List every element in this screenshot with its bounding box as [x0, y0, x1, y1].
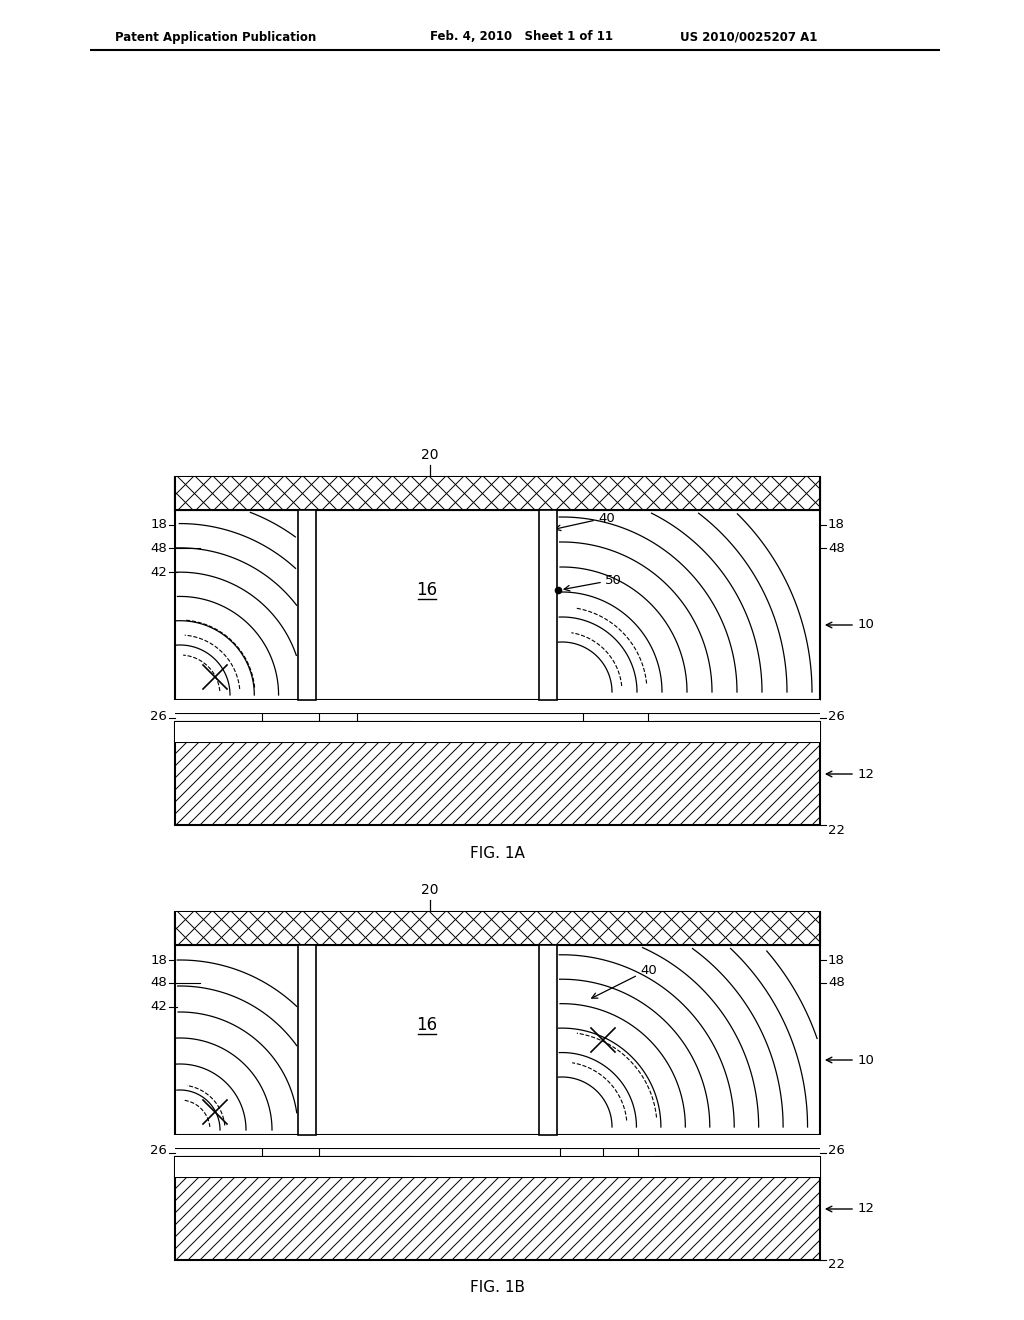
Bar [539, 945, 557, 1135]
Text: 32: 32 [552, 1164, 568, 1177]
Text: 24: 24 [488, 725, 506, 739]
Text: 22: 22 [828, 824, 845, 837]
Bar [175, 1158, 410, 1177]
Text: 42: 42 [151, 1001, 167, 1014]
Bar [298, 945, 316, 1135]
Bar [175, 912, 820, 945]
Bar [655, 1158, 820, 1177]
Bar [655, 722, 820, 742]
Bar [539, 510, 557, 700]
Text: 16: 16 [417, 1016, 437, 1034]
Text: 18: 18 [151, 953, 167, 966]
Bar [175, 1135, 820, 1148]
Text: 14: 14 [630, 1164, 646, 1177]
Text: 26: 26 [828, 710, 845, 722]
Text: 20: 20 [421, 447, 438, 462]
Bar [175, 722, 820, 742]
Text: 18: 18 [828, 953, 845, 966]
Text: 12: 12 [858, 1203, 874, 1216]
Text: Feb. 4, 2010   Sheet 1 of 11: Feb. 4, 2010 Sheet 1 of 11 [430, 30, 613, 44]
Text: 10: 10 [858, 619, 874, 631]
Text: 26: 26 [151, 710, 167, 722]
Text: 14: 14 [348, 729, 366, 742]
Text: 48: 48 [828, 977, 845, 990]
Text: 12: 12 [858, 767, 874, 780]
Text: 24: 24 [488, 1160, 506, 1173]
Bar [175, 510, 820, 700]
Bar [298, 510, 316, 700]
Text: 48: 48 [828, 541, 845, 554]
Bar [175, 700, 820, 713]
Text: 48: 48 [151, 541, 167, 554]
Text: 30: 30 [254, 1164, 270, 1177]
Bar [175, 477, 820, 510]
Text: 36: 36 [310, 1164, 328, 1177]
Text: 30: 30 [254, 729, 270, 742]
Text: 26: 26 [828, 1144, 845, 1158]
Text: 40: 40 [640, 965, 656, 978]
Text: 10: 10 [858, 1053, 874, 1067]
Text: 52: 52 [595, 1164, 611, 1177]
Text: 20: 20 [421, 883, 438, 898]
Text: US 2010/0025207 A1: US 2010/0025207 A1 [680, 30, 817, 44]
Bar [175, 1177, 820, 1261]
Bar [175, 742, 820, 825]
Bar [175, 722, 410, 742]
Bar [175, 912, 820, 945]
Bar [175, 477, 820, 510]
Text: 18: 18 [828, 519, 845, 532]
Text: FIG. 1B: FIG. 1B [469, 1280, 524, 1295]
Text: 32: 32 [640, 729, 656, 742]
Text: Patent Application Publication: Patent Application Publication [115, 30, 316, 44]
Text: 16: 16 [417, 581, 437, 599]
Text: 42: 42 [151, 565, 167, 578]
Text: 50: 50 [605, 573, 622, 586]
Text: 18: 18 [151, 519, 167, 532]
Text: 52: 52 [574, 729, 592, 742]
Text: 36: 36 [310, 729, 328, 742]
Text: FIG. 1A: FIG. 1A [470, 846, 524, 861]
Text: 26: 26 [151, 1144, 167, 1158]
Bar [175, 945, 820, 1135]
Text: 40: 40 [598, 511, 614, 524]
Bar [175, 1158, 820, 1177]
Text: 22: 22 [828, 1258, 845, 1271]
Text: 48: 48 [151, 977, 167, 990]
